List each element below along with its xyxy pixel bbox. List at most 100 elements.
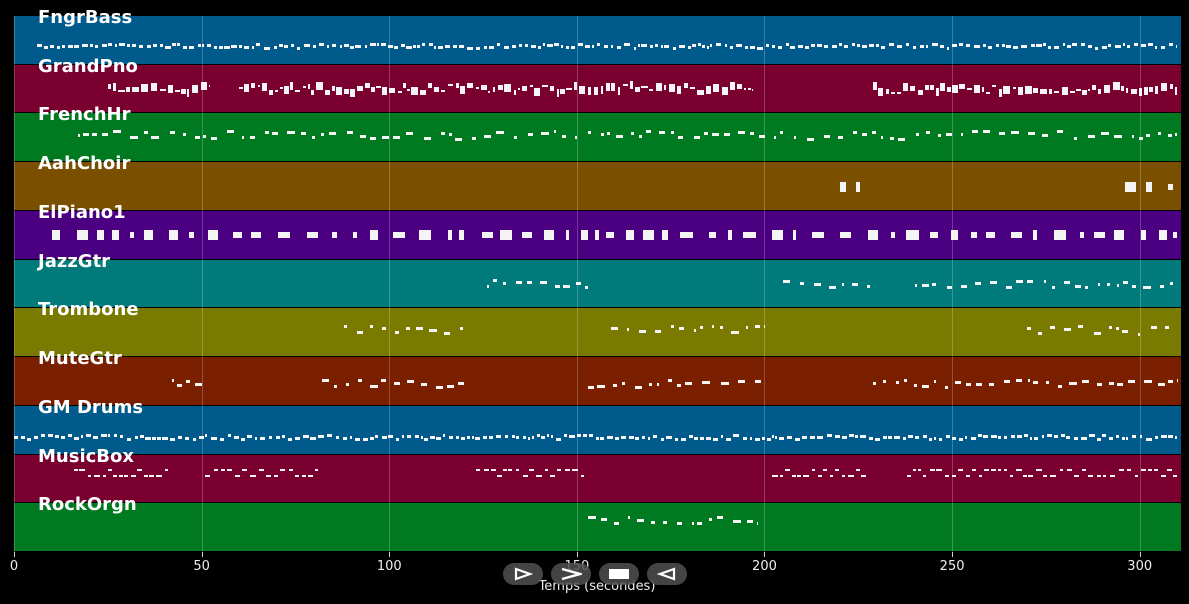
note <box>606 436 613 440</box>
note <box>249 475 256 478</box>
note <box>678 135 684 139</box>
track-frenchhr[interactable]: FrenchHr <box>14 105 1181 163</box>
note <box>346 383 350 387</box>
note <box>339 44 342 48</box>
note <box>668 379 673 383</box>
play-button[interactable] <box>503 563 543 585</box>
track-jazzgtr[interactable]: JazzGtr <box>14 251 1181 309</box>
note <box>562 135 567 139</box>
note <box>500 230 512 241</box>
note <box>732 520 741 524</box>
note <box>1087 89 1090 92</box>
note <box>541 435 545 439</box>
note <box>869 437 873 441</box>
note <box>1054 91 1060 94</box>
note <box>1175 435 1178 439</box>
note <box>1126 44 1131 48</box>
note <box>493 279 498 283</box>
note <box>697 90 704 96</box>
note <box>266 475 272 478</box>
note <box>649 89 653 92</box>
note <box>959 42 964 46</box>
note <box>691 521 694 525</box>
note <box>868 230 878 241</box>
note <box>628 436 634 440</box>
note <box>51 230 60 241</box>
track-aahchoir[interactable]: AahChoir <box>14 154 1181 211</box>
note <box>965 436 968 440</box>
note <box>1159 285 1164 289</box>
note <box>1054 230 1066 241</box>
note <box>991 469 997 472</box>
note <box>749 132 754 136</box>
note <box>593 86 599 95</box>
note <box>364 45 367 49</box>
note <box>453 44 457 48</box>
track-grandpno[interactable]: GrandPno <box>14 56 1181 114</box>
note <box>765 44 769 47</box>
note <box>441 89 445 92</box>
note <box>307 232 319 239</box>
note <box>1161 475 1167 478</box>
x-tick-mark <box>1139 552 1141 557</box>
note <box>650 44 653 48</box>
note <box>55 434 60 438</box>
note <box>1170 84 1174 90</box>
note <box>758 134 765 138</box>
note <box>342 437 348 441</box>
note <box>736 43 742 47</box>
note <box>972 130 978 134</box>
rewind-button[interactable] <box>647 563 687 585</box>
note <box>1074 136 1078 140</box>
note <box>466 436 471 440</box>
note <box>908 435 913 439</box>
note <box>811 232 825 239</box>
note <box>532 436 535 440</box>
track-elpiano1[interactable]: ElPiano1 <box>14 202 1181 260</box>
note <box>612 383 618 387</box>
note <box>560 89 566 95</box>
note <box>460 327 463 331</box>
note <box>511 44 516 48</box>
note <box>614 522 620 526</box>
note <box>1112 82 1120 91</box>
note <box>919 44 924 48</box>
note <box>495 130 504 134</box>
note <box>134 436 138 440</box>
note <box>34 436 38 440</box>
track-musicbox[interactable]: MusicBox <box>14 446 1181 504</box>
note <box>554 43 560 47</box>
track-mutegtr[interactable]: MuteGtr <box>14 349 1181 406</box>
note <box>979 475 983 478</box>
note <box>550 86 555 92</box>
note <box>1033 230 1038 241</box>
note <box>157 437 161 441</box>
note <box>728 230 733 241</box>
note <box>512 435 515 439</box>
note <box>1109 475 1115 478</box>
note <box>241 437 246 441</box>
track-fngrbass[interactable]: FngrBass <box>14 8 1181 65</box>
note <box>275 435 281 439</box>
track-rockorgn[interactable]: RockOrgn <box>14 495 1181 552</box>
note <box>62 44 65 48</box>
track-gm-drums[interactable]: GM Drums <box>14 397 1181 455</box>
track-trombone[interactable]: Trombone <box>14 300 1181 358</box>
note <box>406 379 414 383</box>
note <box>423 136 431 140</box>
note <box>169 230 179 241</box>
note <box>268 435 272 439</box>
note <box>634 385 643 389</box>
forward-button[interactable] <box>551 563 591 585</box>
note <box>1021 45 1027 49</box>
note <box>917 90 924 96</box>
note <box>710 43 713 47</box>
stop-button[interactable] <box>599 563 639 585</box>
grid-line <box>952 16 954 552</box>
note <box>525 43 529 47</box>
note <box>73 437 79 441</box>
note <box>1015 378 1023 382</box>
note <box>553 130 557 133</box>
note <box>1146 133 1150 137</box>
note <box>522 435 527 439</box>
